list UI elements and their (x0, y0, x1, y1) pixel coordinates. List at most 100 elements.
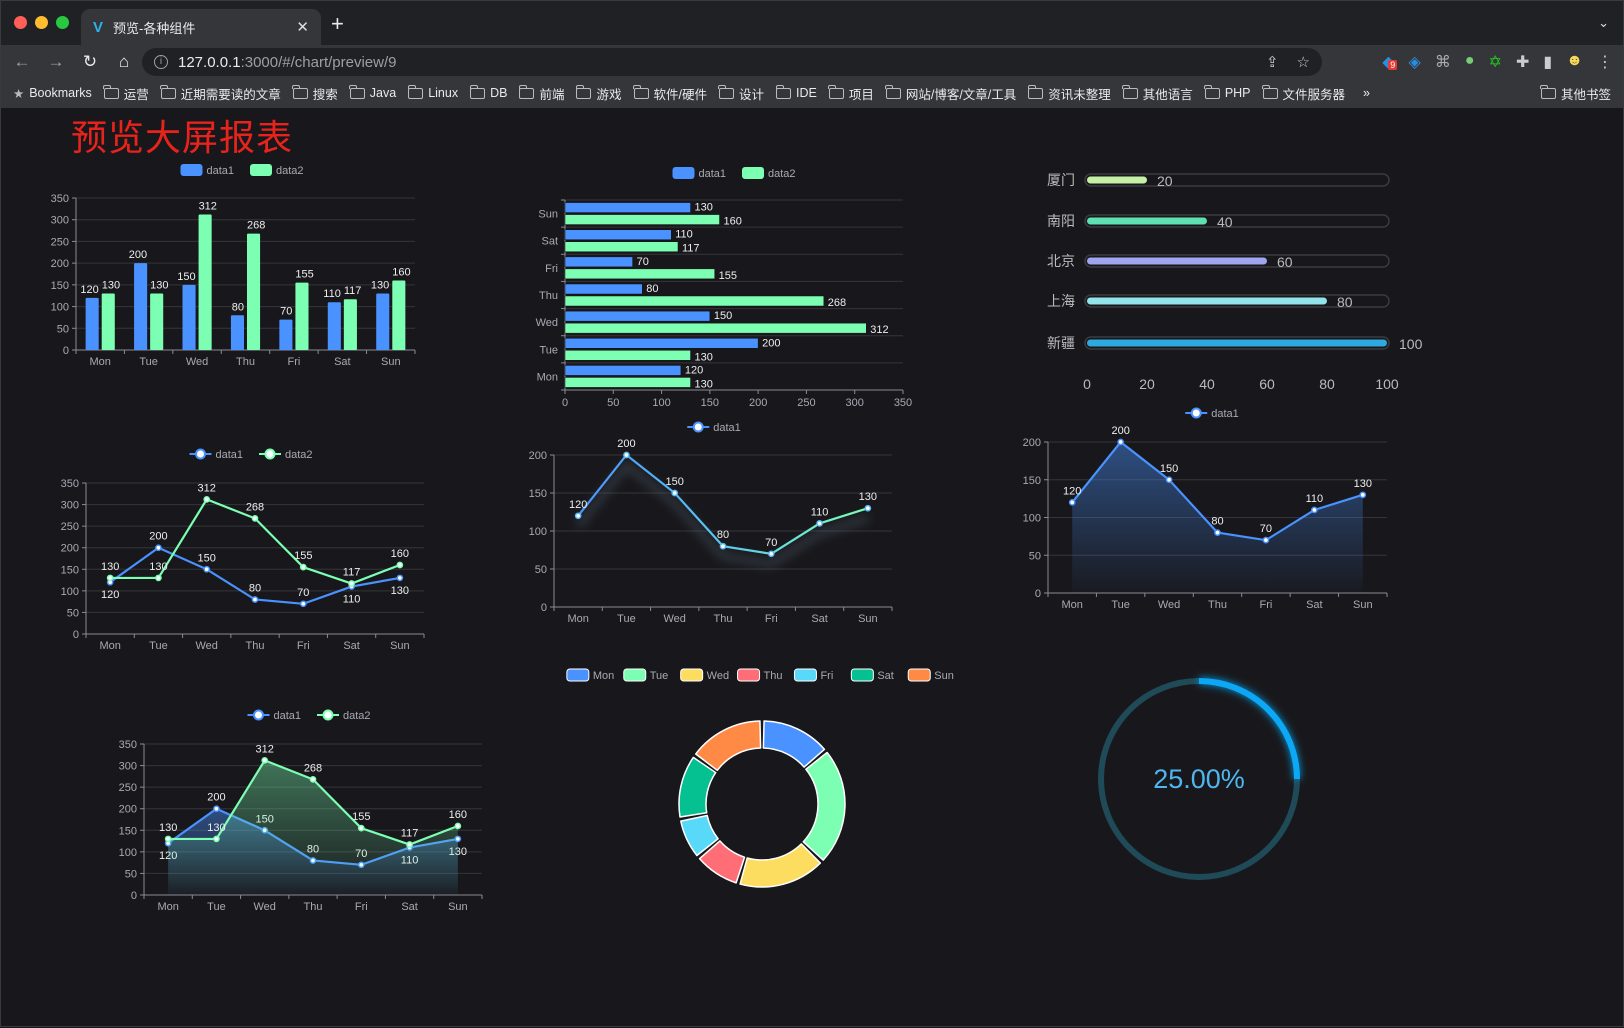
puzzle-extensions-icon[interactable]: ✚ (1515, 54, 1530, 71)
minimize-window-button[interactable] (35, 16, 48, 29)
close-window-button[interactable] (14, 16, 27, 29)
forward-button[interactable]: → (47, 51, 65, 71)
x-tick-label: 80 (1319, 376, 1335, 392)
bookmark-item[interactable]: IDE (775, 84, 817, 100)
bar-value-label: 80 (232, 301, 244, 313)
new-tab-button[interactable]: + (331, 11, 344, 36)
side-panel-icon[interactable]: ▮ (1543, 54, 1553, 71)
x-tick-label: 300 (846, 397, 864, 409)
bookmark-item[interactable]: 资讯未整理 (1027, 84, 1111, 103)
point-value-label: 150 (198, 552, 216, 564)
legend-item-data2[interactable]: data2 (250, 164, 304, 177)
bookmark-item[interactable]: ★ Bookmarks (13, 86, 92, 101)
point-value-label: 130 (207, 822, 225, 834)
address-bar[interactable]: i 127.0.0.1 :3000/#/chart/preview/9 ⇪ ☆ (142, 48, 1322, 76)
legend-item-mon[interactable]: Mon (566, 668, 614, 682)
more-menu-icon[interactable]: ⋮ (1597, 54, 1613, 71)
legend-item-sat[interactable]: Sat (850, 668, 894, 682)
donut-slice-fri (680, 814, 719, 857)
data-point (623, 451, 630, 459)
site-info-icon[interactable]: i (154, 55, 168, 69)
legend-item-data1[interactable]: data1 (687, 421, 741, 434)
data-point (719, 542, 727, 550)
legend-item-data2[interactable]: data2 (317, 709, 371, 722)
bookmark-item[interactable]: 文件服务器 (1262, 84, 1345, 103)
y-tick-label: 0 (541, 602, 547, 614)
legend-item-data2[interactable]: data2 (259, 448, 313, 461)
bookmark-label: 运营 (123, 87, 149, 102)
line-chart: data1 data2 0 50 100 150 200 250 300 350 Mon Tue Wed… (61, 448, 425, 652)
point-value-label: 130 (149, 561, 167, 573)
legend-item-data1[interactable]: data1 (672, 167, 727, 180)
bar-data2 (564, 295, 825, 307)
legend-item-data1[interactable]: data1 (189, 448, 244, 461)
bookmark-item[interactable]: Linux (407, 84, 459, 100)
legend-item-data1[interactable]: data1 (1185, 407, 1239, 420)
other-bookmarks[interactable]: 其他书签 (1532, 83, 1611, 103)
bookmark-item[interactable]: 其他语言 (1122, 84, 1193, 103)
browser-tab[interactable]: V 预览-各种组件 ✕ (81, 9, 321, 45)
bar-data2 (295, 282, 309, 350)
tab-search-chevron-icon[interactable]: ⌄ (1598, 15, 1609, 30)
x-tick-label: Sun (448, 901, 468, 913)
folder-icon (1204, 84, 1220, 99)
legend-item-data1[interactable]: data1 (247, 709, 302, 722)
bookmark-item[interactable]: 项目 (828, 84, 874, 103)
y-tick-label: 0 (131, 890, 137, 902)
bookmark-item[interactable]: 软件/硬件 (633, 84, 707, 103)
data-point (671, 489, 679, 497)
bookmark-item[interactable]: 游戏 (575, 84, 622, 103)
legend-item-tue[interactable]: Tue (623, 668, 669, 682)
bookmark-item[interactable]: 搜索 (292, 84, 338, 103)
legend-item-thu[interactable]: Thu (737, 668, 783, 682)
bookmark-item[interactable]: 设计 (718, 84, 764, 103)
legend-item-fri[interactable]: Fri (793, 668, 833, 682)
bookmark-item[interactable]: PHP (1204, 84, 1251, 100)
gem-extension-icon[interactable]: ◈ (1408, 54, 1421, 71)
bar-data2 (564, 241, 679, 252)
legend-item-data2[interactable]: data2 (742, 167, 796, 180)
command-extension-icon[interactable]: ⌘ (1434, 54, 1451, 71)
star-extension-icon[interactable]: ✡ (1488, 54, 1502, 71)
legend-item-sun[interactable]: Sun (907, 668, 954, 682)
bookmark-item[interactable]: 运营 (103, 84, 149, 103)
x-tick-label: Sat (1306, 599, 1323, 611)
legend-item-wed[interactable]: Wed (680, 668, 729, 682)
x-tick-label: Sun (1353, 599, 1373, 611)
share-icon[interactable]: ⇪ (1265, 54, 1279, 71)
bookmark-label: 软件/硬件 (653, 87, 707, 102)
maximize-window-button[interactable] (56, 16, 69, 29)
bar-value-label: 130 (695, 202, 713, 214)
data-point (251, 515, 259, 522)
bookmarks-overflow-button[interactable]: » (1363, 86, 1370, 100)
legend-item-data1[interactable]: data1 (180, 164, 235, 177)
profile-avatar[interactable]: ☻ (1566, 52, 1583, 69)
legend-marker-icon (253, 709, 264, 721)
reload-button[interactable]: ↻ (82, 51, 98, 71)
extension-icon[interactable]: ◆9 (1382, 52, 1398, 72)
bookmark-label: PHP (1224, 86, 1251, 100)
point-value-label: 130 (391, 585, 409, 597)
bookmark-item[interactable]: 前端 (518, 84, 564, 103)
bookmark-star-icon[interactable]: ☆ (1296, 54, 1310, 71)
legend-label: data1 (713, 422, 741, 434)
bookmark-item[interactable]: 网站/博客/文章/工具 (885, 84, 1016, 103)
star-icon: ★ (13, 86, 25, 101)
back-button[interactable]: ← (13, 51, 31, 71)
bookmark-label: 其他语言 (1142, 87, 1193, 102)
circle-extension-icon[interactable]: ● (1464, 52, 1475, 69)
close-tab-icon[interactable]: ✕ (296, 19, 309, 36)
point-value-label: 150 (666, 476, 684, 488)
bookmark-item[interactable]: DB (469, 84, 507, 100)
y-tick-label: 150 (51, 280, 69, 292)
home-button[interactable]: ⌂ (118, 51, 130, 71)
data-point (574, 512, 582, 520)
data-point (396, 561, 404, 569)
x-tick-label: Wed (254, 901, 276, 913)
data-point (767, 550, 775, 558)
bar-value-label: 70 (280, 306, 292, 318)
bookmark-label: Linux (428, 86, 459, 100)
bookmark-item[interactable]: 近期需要读的文章 (160, 84, 281, 103)
bookmark-item[interactable]: Java (349, 84, 396, 100)
point-value-label: 160 (449, 809, 467, 821)
